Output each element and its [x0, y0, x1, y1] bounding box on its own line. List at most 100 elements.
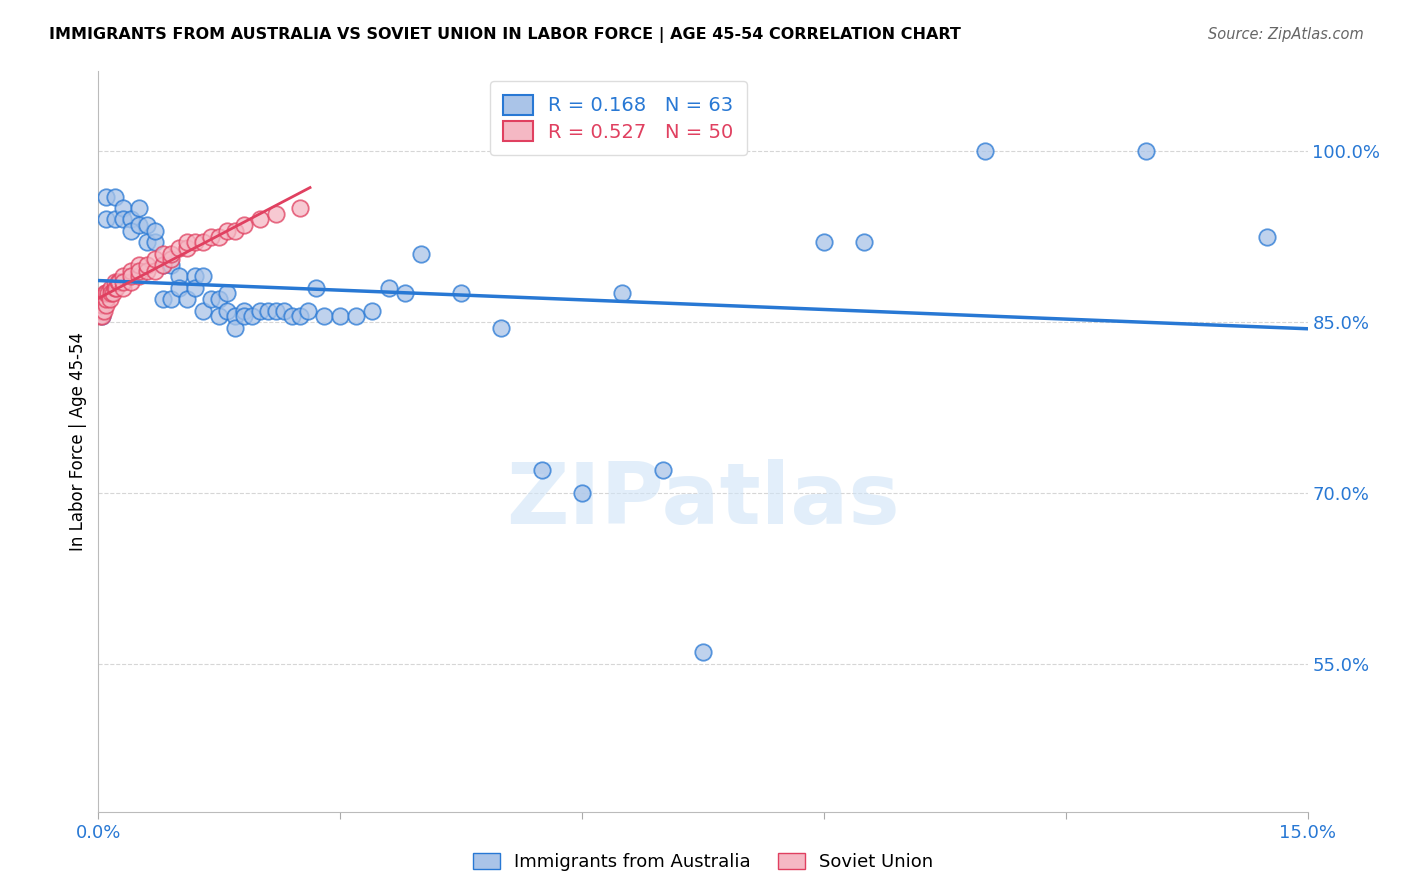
Point	[101, 286, 124, 301]
Point	[90, 303, 112, 318]
Point	[571, 485, 593, 500]
Point	[344, 310, 367, 324]
Point	[143, 224, 166, 238]
Point	[89, 310, 111, 324]
Point	[160, 246, 183, 260]
Point	[107, 275, 129, 289]
Point	[111, 269, 134, 284]
Point	[184, 281, 207, 295]
Point	[128, 218, 150, 232]
Point	[128, 269, 150, 284]
Point	[394, 286, 416, 301]
Point	[450, 286, 472, 301]
Point	[224, 310, 246, 324]
Point	[105, 281, 128, 295]
Point	[217, 303, 239, 318]
Point	[96, 292, 118, 306]
Point	[167, 241, 190, 255]
Point	[232, 218, 254, 232]
Point	[184, 235, 207, 250]
Point	[314, 310, 336, 324]
Point	[103, 275, 125, 289]
Point	[90, 310, 112, 324]
Point	[530, 463, 553, 477]
Point	[120, 275, 142, 289]
Point	[135, 218, 157, 232]
Point	[224, 320, 246, 334]
Point	[193, 303, 215, 318]
Point	[111, 201, 134, 215]
Point	[208, 310, 231, 324]
Point	[100, 281, 122, 295]
Point	[329, 310, 352, 324]
Point	[96, 286, 118, 301]
Point	[217, 224, 239, 238]
Point	[120, 212, 142, 227]
Point	[193, 269, 215, 284]
Point	[224, 224, 246, 238]
Point	[128, 258, 150, 272]
Point	[94, 286, 117, 301]
Point	[96, 212, 118, 227]
Point	[152, 246, 174, 260]
Point	[128, 263, 150, 277]
Point	[120, 263, 142, 277]
Point	[288, 201, 311, 215]
Point	[974, 144, 997, 158]
Point	[240, 310, 263, 324]
Legend: R = 0.168   N = 63, R = 0.527   N = 50: R = 0.168 N = 63, R = 0.527 N = 50	[489, 81, 747, 155]
Point	[143, 252, 166, 267]
Text: IMMIGRANTS FROM AUSTRALIA VS SOVIET UNION IN LABOR FORCE | AGE 45-54 CORRELATION: IMMIGRANTS FROM AUSTRALIA VS SOVIET UNIO…	[49, 27, 962, 43]
Point	[1256, 229, 1278, 244]
Point	[264, 207, 287, 221]
Point	[1135, 144, 1157, 158]
Point	[108, 275, 131, 289]
Point	[160, 292, 183, 306]
Point	[232, 310, 254, 324]
Point	[93, 303, 115, 318]
Point	[612, 286, 634, 301]
Point	[91, 298, 114, 312]
Point	[96, 189, 118, 203]
Point	[249, 303, 271, 318]
Point	[193, 235, 215, 250]
Point	[143, 263, 166, 277]
Point	[91, 310, 114, 324]
Text: ZIPatlas: ZIPatlas	[506, 459, 900, 542]
Point	[103, 189, 125, 203]
Point	[97, 286, 120, 301]
Point	[135, 235, 157, 250]
Point	[651, 463, 673, 477]
Text: Source: ZipAtlas.com: Source: ZipAtlas.com	[1208, 27, 1364, 42]
Point	[176, 292, 198, 306]
Point	[232, 303, 254, 318]
Point	[100, 286, 122, 301]
Point	[152, 258, 174, 272]
Point	[111, 281, 134, 295]
Point	[128, 201, 150, 215]
Point	[120, 224, 142, 238]
Point	[143, 235, 166, 250]
Point	[813, 235, 835, 250]
Point	[160, 258, 183, 272]
Point	[152, 258, 174, 272]
Point	[377, 281, 399, 295]
Point	[249, 212, 271, 227]
Point	[91, 292, 114, 306]
Point	[361, 303, 384, 318]
Point	[152, 292, 174, 306]
Point	[281, 310, 304, 324]
Point	[184, 269, 207, 284]
Point	[853, 235, 876, 250]
Point	[94, 298, 117, 312]
Point	[167, 269, 190, 284]
Point	[409, 246, 432, 260]
Point	[111, 275, 134, 289]
Point	[98, 292, 121, 306]
Point	[167, 281, 190, 295]
Point	[103, 281, 125, 295]
Point	[208, 229, 231, 244]
Point	[208, 292, 231, 306]
Point	[176, 235, 198, 250]
Point	[491, 320, 513, 334]
